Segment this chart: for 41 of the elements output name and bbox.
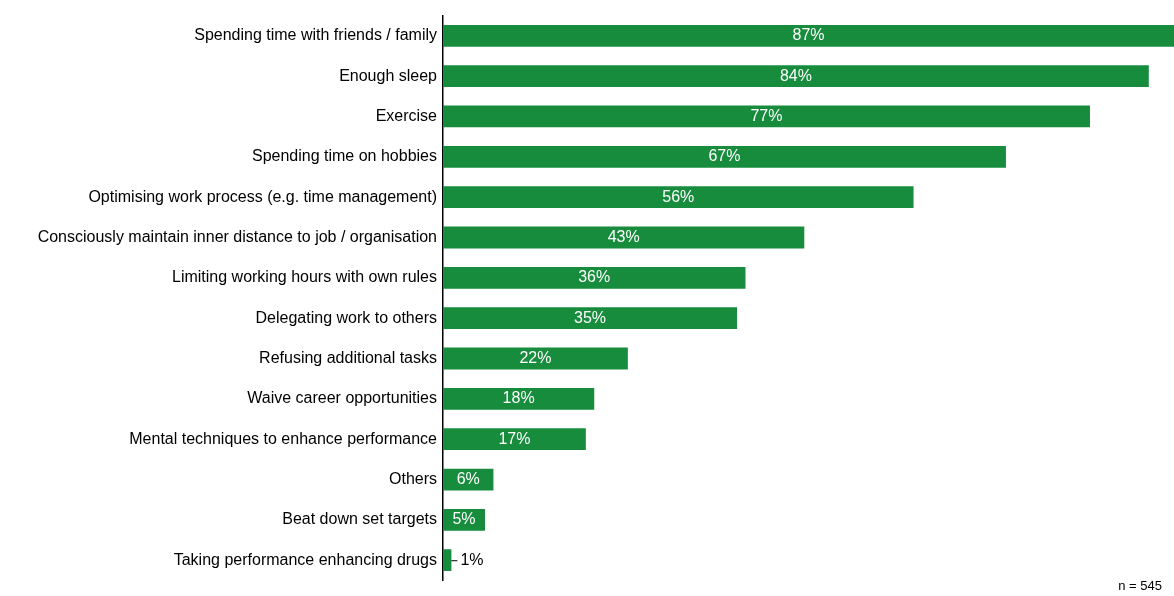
bar bbox=[443, 226, 805, 249]
data-label: 77% bbox=[750, 106, 783, 124]
bar bbox=[443, 65, 1149, 88]
data-label: 56% bbox=[662, 187, 695, 205]
bar bbox=[443, 307, 738, 330]
data-label: 5% bbox=[452, 510, 476, 528]
data-label: 67% bbox=[708, 147, 741, 165]
bar bbox=[443, 105, 1090, 128]
y-tick-label: Beat down set targets bbox=[282, 510, 437, 528]
y-tick-label: Waive career opportunities bbox=[247, 389, 437, 407]
bar bbox=[443, 186, 914, 209]
bar bbox=[443, 266, 746, 289]
y-tick-label: Optimising work process (e.g. time management) bbox=[88, 187, 437, 205]
data-label: 17% bbox=[498, 429, 531, 447]
data-label: 87% bbox=[792, 26, 825, 44]
bar bbox=[443, 428, 586, 451]
data-label: 84% bbox=[779, 66, 812, 84]
y-tick-label: Consciously maintain inner distance to job / organisation bbox=[37, 227, 437, 245]
bar bbox=[443, 387, 595, 410]
annotation: n = 545 bbox=[1118, 578, 1162, 593]
y-tick-label: Taking performance enhancing drugs bbox=[173, 550, 437, 568]
y-tick-label: Mental techniques to enhance performance bbox=[129, 429, 438, 447]
bar bbox=[443, 347, 628, 370]
data-label: 18% bbox=[502, 389, 535, 407]
y-tick-label: Spending time on hobbies bbox=[251, 147, 437, 165]
data-label: 35% bbox=[574, 308, 607, 326]
data-label: 6% bbox=[456, 469, 480, 487]
data-label: 22% bbox=[519, 348, 552, 366]
y-tick-label: Refusing additional tasks bbox=[259, 348, 437, 366]
bar bbox=[443, 549, 452, 572]
bar bbox=[443, 24, 1174, 47]
y-tick-label: Spending time with friends / family bbox=[194, 26, 437, 44]
y-tick-label: Delegating work to others bbox=[255, 308, 437, 326]
data-label: 36% bbox=[578, 268, 611, 286]
y-tick-label: Exercise bbox=[375, 106, 438, 124]
data-label: 43% bbox=[607, 227, 640, 245]
y-tick-label: Others bbox=[388, 469, 437, 487]
bar bbox=[443, 145, 1006, 168]
y-tick-label: Limiting working hours with own rules bbox=[172, 268, 437, 286]
y-tick-label: Enough sleep bbox=[339, 66, 438, 84]
data-label: 1% bbox=[460, 550, 484, 568]
